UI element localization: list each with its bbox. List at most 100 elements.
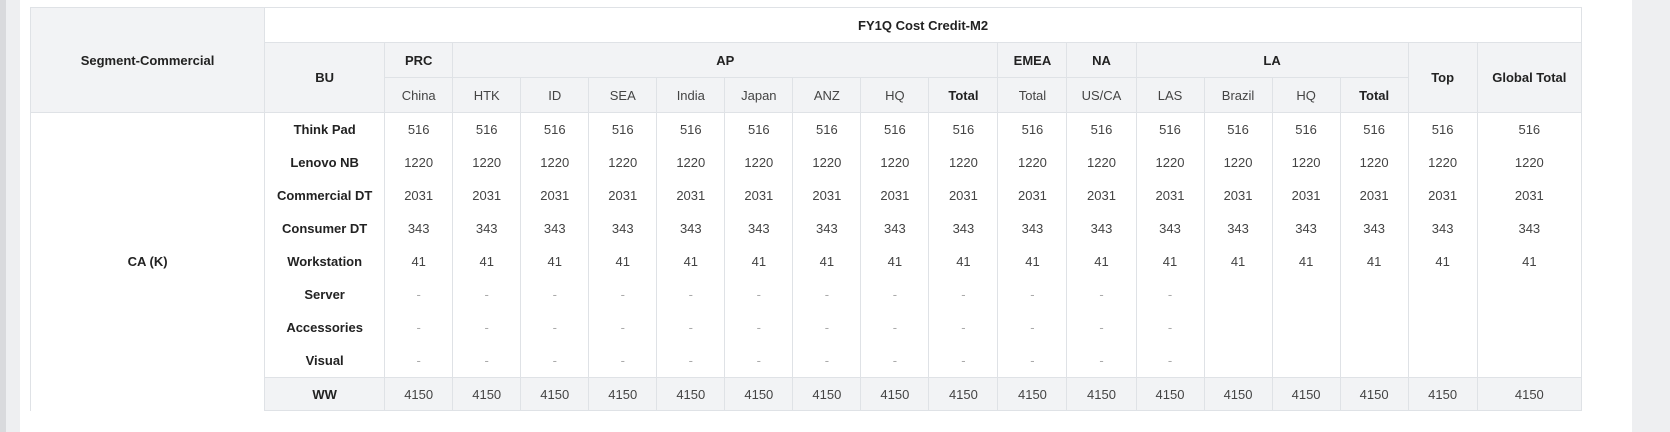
total-value-cell: 4150 <box>588 377 658 411</box>
total-value-cell: 4150 <box>724 377 794 411</box>
total-value-cell: 4150 <box>1271 377 1341 411</box>
subheader-sea: SEA <box>588 77 658 113</box>
group-header-na: NA <box>1066 42 1137 78</box>
row-label: Commercial DT <box>264 179 386 212</box>
value-cell: 2031 <box>1135 179 1205 212</box>
subheader-las: LAS <box>1135 77 1205 113</box>
value-cell: 41 <box>1066 245 1137 278</box>
value-cell <box>1407 311 1478 344</box>
table-row: Consumer DT 343 343 343 343 343 343 343 343 343 34… <box>31 212 1583 245</box>
value-cell: 2031 <box>656 179 726 212</box>
value-cell: 1220 <box>1271 146 1341 179</box>
value-cell <box>1476 344 1583 378</box>
subheader-anz: ANZ <box>792 77 862 113</box>
subheader-japan: Japan <box>724 77 794 113</box>
value-cell: - <box>452 344 522 378</box>
value-cell <box>1203 344 1273 378</box>
total-value-cell: 4150 <box>1407 377 1478 411</box>
value-cell: 1220 <box>384 146 454 179</box>
value-cell: 343 <box>452 212 522 245</box>
value-cell: 343 <box>384 212 454 245</box>
value-cell: 516 <box>1271 112 1341 146</box>
value-cell: 343 <box>656 212 726 245</box>
value-cell: - <box>724 311 794 344</box>
total-value-cell: 4150 <box>1476 377 1583 411</box>
segment-name-cell: CA (K) <box>29 112 266 411</box>
subheader-india: India <box>656 77 726 113</box>
value-cell: 1220 <box>452 146 522 179</box>
subheader-ap-hq: HQ <box>860 77 930 113</box>
value-cell: 41 <box>724 245 794 278</box>
value-cell: 41 <box>1203 245 1273 278</box>
value-cell: 516 <box>997 112 1068 146</box>
value-cell: 2031 <box>1339 179 1409 212</box>
value-cell: - <box>520 278 590 311</box>
total-value-cell: 4150 <box>520 377 590 411</box>
total-value-cell: 4150 <box>1066 377 1137 411</box>
value-cell: 41 <box>520 245 590 278</box>
value-cell: 2031 <box>588 179 658 212</box>
value-cell: 516 <box>1135 112 1205 146</box>
value-cell: 2031 <box>1407 179 1478 212</box>
bu-header: BU <box>264 42 386 113</box>
value-cell: 41 <box>1476 245 1583 278</box>
value-cell: 2031 <box>1476 179 1583 212</box>
value-cell: 516 <box>928 112 999 146</box>
value-cell: - <box>1135 278 1205 311</box>
table-row: Workstation 41 41 41 41 41 41 41 41 41 41 41 41 41 41 4… <box>31 245 1583 278</box>
value-cell: 1220 <box>724 146 794 179</box>
value-cell <box>1271 344 1341 378</box>
value-cell: 343 <box>997 212 1068 245</box>
value-cell: 343 <box>928 212 999 245</box>
value-cell: 2031 <box>384 179 454 212</box>
subheader-emea-total: Total <box>997 77 1068 113</box>
value-cell: 516 <box>384 112 454 146</box>
value-cell: 343 <box>1066 212 1137 245</box>
value-cell: 516 <box>1339 112 1409 146</box>
value-cell: 2031 <box>724 179 794 212</box>
row-label: Accessories <box>264 311 386 344</box>
value-cell: - <box>860 278 930 311</box>
value-cell: 41 <box>860 245 930 278</box>
value-cell <box>1407 278 1478 311</box>
row-label: Visual <box>264 344 386 378</box>
table-title: FY1Q Cost Credit-M2 <box>264 7 1582 43</box>
value-cell: 41 <box>1271 245 1341 278</box>
value-cell: - <box>860 344 930 378</box>
value-cell: - <box>656 278 726 311</box>
value-cell: - <box>792 344 862 378</box>
row-label: Consumer DT <box>264 212 386 245</box>
total-value-cell: 4150 <box>860 377 930 411</box>
group-header-emea: EMEA <box>997 42 1068 78</box>
row-label: Server <box>264 278 386 311</box>
value-cell: 2031 <box>520 179 590 212</box>
subheader-htk: HTK <box>452 77 522 113</box>
subheader-id: ID <box>520 77 590 113</box>
value-cell <box>1476 311 1583 344</box>
value-cell: - <box>588 311 658 344</box>
value-cell: 343 <box>588 212 658 245</box>
total-value-cell: 4150 <box>384 377 454 411</box>
subheader-us-ca: US/CA <box>1066 77 1137 113</box>
value-cell: 41 <box>1135 245 1205 278</box>
value-cell: - <box>588 278 658 311</box>
value-cell: 343 <box>520 212 590 245</box>
subheader-la-hq: HQ <box>1271 77 1341 113</box>
value-cell <box>1339 311 1409 344</box>
value-cell: 343 <box>724 212 794 245</box>
value-cell: - <box>792 311 862 344</box>
value-cell: 41 <box>588 245 658 278</box>
value-cell: 1220 <box>1407 146 1478 179</box>
value-cell: 516 <box>656 112 726 146</box>
value-cell: 1220 <box>588 146 658 179</box>
segment-header: Segment-Commercial <box>29 7 266 113</box>
value-cell: 343 <box>1135 212 1205 245</box>
value-cell: 1220 <box>792 146 862 179</box>
value-cell: 2031 <box>997 179 1068 212</box>
value-cell: - <box>384 344 454 378</box>
table-row: Server - - - - - - - - - - - - <box>31 278 1583 311</box>
cost-credit-table: Segment-Commercial FY1Q Cost Credit-M2 B… <box>29 7 1583 411</box>
value-cell: 343 <box>1339 212 1409 245</box>
table-row: Commercial DT 2031 2031 2031 2031 2031 2031 203… <box>31 179 1583 212</box>
value-cell: 343 <box>1271 212 1341 245</box>
